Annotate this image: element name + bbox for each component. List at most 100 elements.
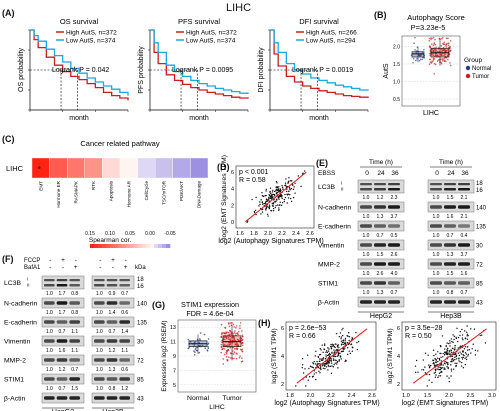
- data-point: [239, 322, 242, 324]
- x-tick-label: 3.0: [488, 393, 496, 399]
- stat-annotation: p = 2.6e−53: [289, 325, 326, 332]
- data-point: [227, 341, 230, 344]
- x-axis-label: month: [309, 115, 329, 122]
- legend-gradient-step: [106, 244, 111, 248]
- data-point: [199, 338, 201, 340]
- data-point: [305, 385, 307, 387]
- legend-gradient-step: [146, 244, 151, 248]
- data-point: [333, 345, 336, 348]
- data-point: [333, 351, 335, 354]
- data-point: [466, 331, 468, 333]
- treatment-label: EBSS: [318, 170, 336, 177]
- band-lc3-i: [106, 279, 118, 282]
- data-point: [447, 42, 449, 45]
- band-quantification: 0.6: [121, 310, 128, 316]
- data-point: [329, 365, 332, 368]
- data-point: [316, 360, 318, 363]
- kda-marker: 43: [476, 301, 483, 307]
- data-point: [271, 191, 274, 193]
- data-point: [335, 349, 337, 351]
- data-point: [326, 351, 329, 354]
- data-point: [356, 348, 359, 351]
- data-point: [241, 344, 244, 347]
- data-point: [318, 360, 321, 363]
- data-point: [348, 339, 350, 342]
- data-point: [443, 41, 445, 43]
- data-point: [346, 347, 349, 349]
- band: [388, 224, 400, 228]
- data-point: [265, 188, 267, 190]
- data-point: [265, 198, 268, 200]
- pathway-heatmap: Cancer related pathway LIHC EMT Hormone ER R…: [6, 139, 209, 248]
- data-point: [437, 351, 439, 353]
- data-point: [452, 334, 454, 336]
- data-point: [326, 354, 329, 357]
- data-point: [336, 349, 338, 351]
- data-point: [236, 348, 238, 351]
- data-point: [225, 331, 227, 334]
- panel-label-e: (E): [316, 158, 328, 168]
- data-point: [355, 331, 357, 334]
- band: [360, 205, 372, 209]
- data-point: [414, 365, 417, 367]
- band-quantification: 0.9: [109, 291, 116, 297]
- band-quantification: 0.7: [71, 367, 78, 373]
- data-point: [458, 357, 460, 359]
- band-quantification: 1.0: [363, 252, 370, 258]
- band: [444, 300, 456, 304]
- data-point: [229, 346, 231, 349]
- median-line: [150, 69, 198, 110]
- band: [430, 262, 442, 266]
- data-point: [446, 353, 449, 356]
- data-point: [461, 361, 463, 364]
- data-point: [261, 201, 264, 203]
- band: [444, 262, 456, 266]
- data-point: [198, 351, 201, 354]
- data-point: [235, 332, 237, 335]
- band-lc3-i: [388, 183, 400, 186]
- data-point: [349, 352, 351, 355]
- band-quantification: 1.0: [433, 233, 440, 239]
- data-point: [356, 341, 358, 344]
- data-point: [228, 325, 231, 328]
- data-point: [446, 342, 448, 344]
- band-quantification: 2.6: [377, 271, 384, 277]
- legend-label: High AutS, n=372: [186, 30, 237, 37]
- data-point: [447, 37, 449, 40]
- data-point: [229, 339, 232, 342]
- data-point: [274, 195, 276, 197]
- blot-row-label: LC3B: [4, 280, 21, 287]
- data-point: [274, 201, 276, 203]
- stim1-vs-emt-scatter: p = 3.5e−28R = 0.501.0 1.5 2.0 2.5 3.0246log…: [387, 321, 497, 407]
- data-point: [266, 205, 268, 208]
- band-quantification: 1.3: [377, 290, 384, 296]
- data-point: [441, 36, 444, 39]
- data-point: [265, 207, 268, 210]
- data-point: [297, 175, 300, 177]
- x-tick-label: 2.5: [467, 393, 475, 399]
- data-point: [464, 352, 467, 354]
- data-point: [449, 345, 451, 347]
- data-point: [340, 350, 343, 353]
- data-point: [331, 365, 333, 367]
- data-point: [193, 344, 196, 346]
- data-point: [325, 356, 327, 358]
- data-point: [447, 363, 449, 366]
- data-point: [237, 333, 239, 336]
- data-point: [460, 353, 463, 355]
- data-point: [319, 353, 322, 356]
- data-point: [278, 198, 280, 200]
- data-point: [454, 344, 456, 347]
- band-quantification: 2.6: [391, 252, 398, 258]
- treatment-label: BafA1: [24, 265, 41, 271]
- band-lc3-ii: [44, 284, 55, 287]
- data-point: [228, 356, 230, 359]
- data-point: [276, 204, 279, 206]
- data-point: [424, 372, 427, 374]
- data-point: [222, 358, 225, 360]
- data-point: [261, 211, 264, 213]
- kda-marker: 85: [137, 378, 144, 384]
- band-quantification: 0.7: [121, 291, 128, 297]
- band: [388, 300, 400, 304]
